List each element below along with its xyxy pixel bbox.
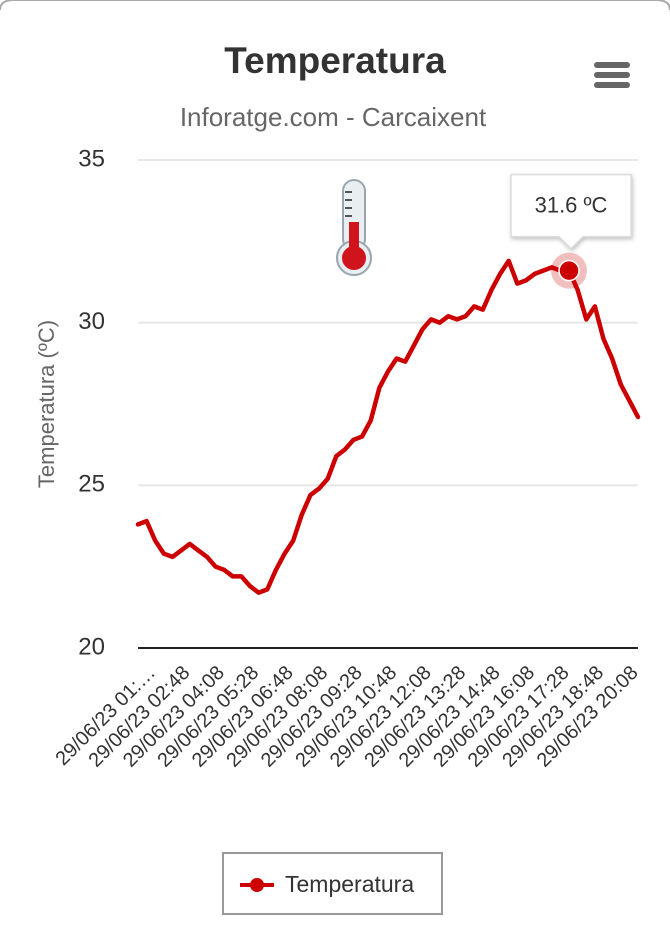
- y-tick-label: 25: [78, 471, 105, 498]
- thermometer-icon: [336, 179, 372, 276]
- y-tick-label: 20: [78, 633, 105, 660]
- thermometer-bulb: [342, 246, 366, 270]
- menu-button[interactable]: [592, 60, 632, 90]
- legend-label[interactable]: Temperatura: [285, 871, 414, 897]
- chart-subtitle: Inforatge.com - Carcaixent: [180, 102, 487, 132]
- y-axis-title: Temperatura (ºC): [34, 320, 59, 488]
- legend-marker: [250, 878, 264, 892]
- chart-title: Temperatura: [224, 40, 446, 81]
- thermometer-mercury: [349, 222, 359, 258]
- tooltip-label: 31.6 ºC: [535, 192, 608, 217]
- menu-bar: [594, 72, 630, 78]
- y-tick-label: 30: [78, 308, 105, 335]
- y-tick-label: 35: [78, 145, 105, 172]
- hover-marker: [558, 259, 580, 282]
- tooltip-box: [510, 173, 632, 250]
- frame: [0, 0, 670, 11]
- menu-bar: [594, 82, 630, 88]
- series-line: [135, 258, 641, 595]
- menu-bar: [594, 62, 630, 68]
